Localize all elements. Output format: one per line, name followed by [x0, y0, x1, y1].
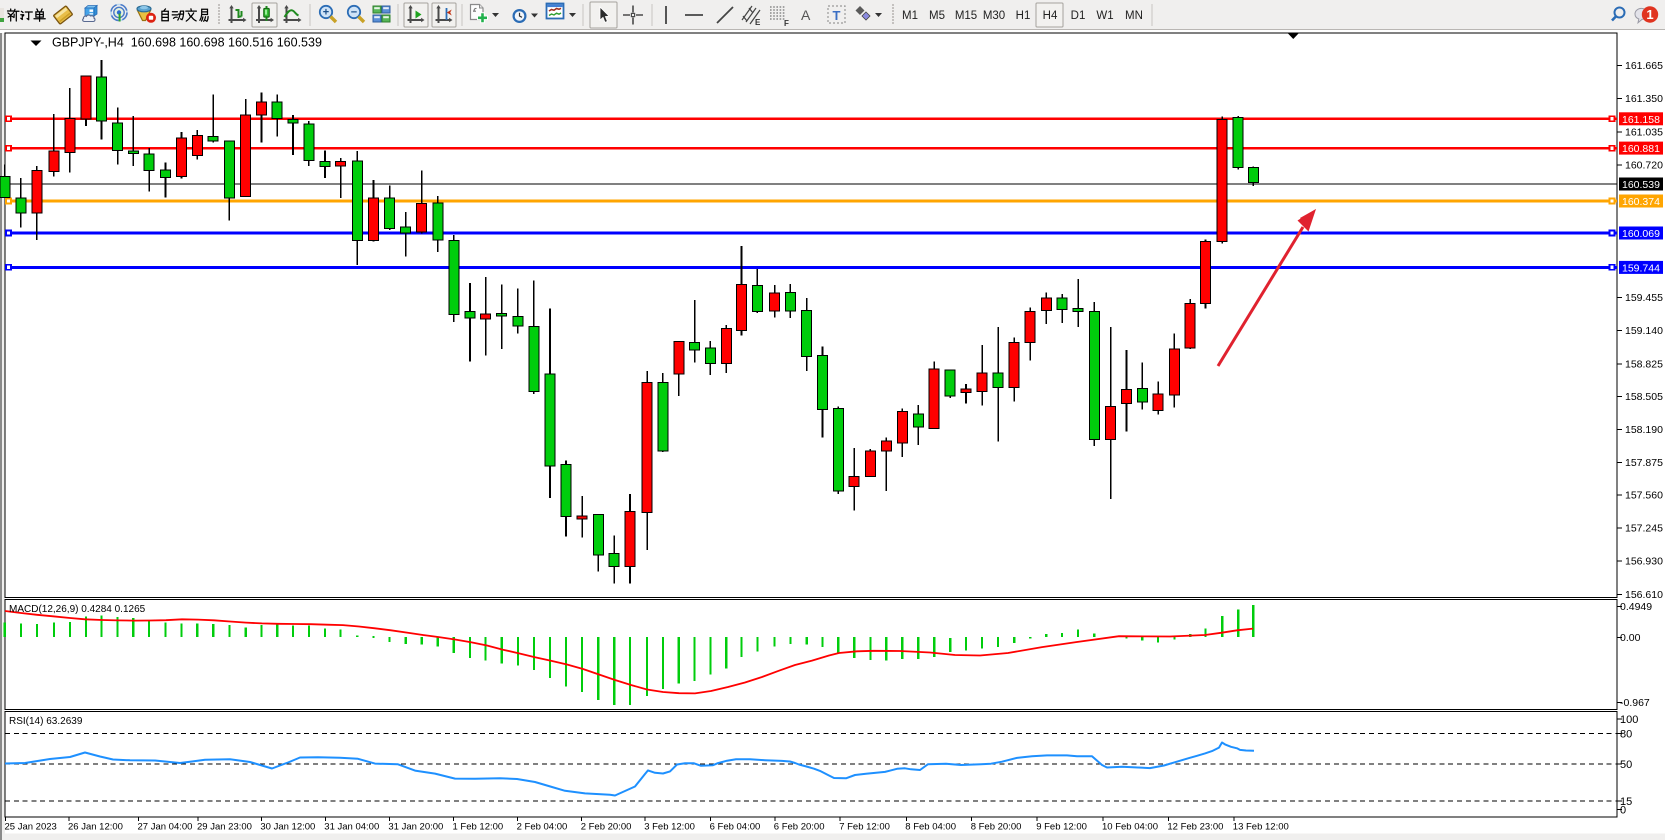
svg-text:156.930: 156.930: [1625, 556, 1663, 568]
svg-text:156.610: 156.610: [1625, 589, 1663, 601]
svg-text:29 Jan 23:00: 29 Jan 23:00: [197, 822, 252, 833]
svg-text:160.069: 160.069: [1622, 228, 1660, 240]
svg-text:W1: W1: [1096, 10, 1113, 22]
svg-text:26 Jan 12:00: 26 Jan 12:00: [68, 822, 123, 833]
svg-text:160.374: 160.374: [1622, 196, 1660, 208]
svg-text:0.00: 0.00: [1620, 632, 1641, 644]
svg-text:31 Jan 20:00: 31 Jan 20:00: [388, 822, 443, 833]
svg-text:+: +: [323, 7, 329, 19]
svg-text:25 Jan 2023: 25 Jan 2023: [5, 822, 57, 833]
svg-text:160.881: 160.881: [1622, 143, 1660, 155]
svg-text:13 Feb 12:00: 13 Feb 12:00: [1233, 822, 1289, 833]
svg-text:M1: M1: [902, 10, 918, 22]
svg-text:H4: H4: [1043, 10, 1058, 22]
svg-text:M5: M5: [929, 10, 945, 22]
svg-text:161.665: 161.665: [1625, 60, 1663, 72]
svg-text:157.875: 157.875: [1625, 457, 1663, 469]
svg-text:RSI(14) 63.2639: RSI(14) 63.2639: [9, 716, 83, 727]
svg-text:1: 1: [1646, 7, 1653, 22]
svg-text:27 Jan 04:00: 27 Jan 04:00: [138, 822, 193, 833]
svg-text:15: 15: [1620, 796, 1632, 808]
svg-text:1 Feb 12:00: 1 Feb 12:00: [453, 822, 504, 833]
svg-text:7 Feb 12:00: 7 Feb 12:00: [839, 822, 890, 833]
svg-text:158.505: 158.505: [1625, 391, 1663, 403]
svg-text:−: −: [351, 7, 357, 19]
svg-text:F: F: [784, 19, 789, 28]
svg-text:2 Feb 20:00: 2 Feb 20:00: [581, 822, 632, 833]
svg-text:157.245: 157.245: [1625, 523, 1663, 535]
svg-text:159.455: 159.455: [1625, 292, 1663, 304]
svg-text:31 Jan 04:00: 31 Jan 04:00: [324, 822, 379, 833]
svg-text:160.720: 160.720: [1625, 159, 1663, 171]
svg-text:6 Feb 04:00: 6 Feb 04:00: [710, 822, 761, 833]
svg-text:158.825: 158.825: [1625, 358, 1663, 370]
svg-text:80: 80: [1620, 729, 1632, 741]
svg-text:E: E: [755, 18, 761, 27]
svg-text:MACD(12,26,9) 0.4284 0.1265: MACD(12,26,9) 0.4284 0.1265: [9, 604, 146, 615]
svg-text:M30: M30: [983, 10, 1005, 22]
svg-text:H1: H1: [1016, 10, 1031, 22]
svg-text:10 Feb 04:00: 10 Feb 04:00: [1102, 822, 1158, 833]
svg-text:M15: M15: [955, 10, 977, 22]
svg-text:159.744: 159.744: [1622, 262, 1660, 274]
svg-text:2 Feb 04:00: 2 Feb 04:00: [517, 822, 568, 833]
svg-text:159.140: 159.140: [1625, 325, 1663, 337]
svg-text:0.4949: 0.4949: [1620, 601, 1652, 613]
svg-text:157.560: 157.560: [1625, 490, 1663, 502]
svg-text:0: 0: [1620, 805, 1626, 817]
svg-text:MN: MN: [1125, 10, 1143, 22]
svg-text:160.539: 160.539: [1622, 179, 1660, 191]
svg-text:158.190: 158.190: [1625, 424, 1663, 436]
svg-text:8 Feb 20:00: 8 Feb 20:00: [971, 822, 1022, 833]
svg-text:D1: D1: [1071, 10, 1086, 22]
svg-text:161.350: 161.350: [1625, 93, 1663, 105]
svg-text:161.035: 161.035: [1625, 126, 1663, 138]
svg-text:12 Feb 23:00: 12 Feb 23:00: [1167, 822, 1223, 833]
svg-text:GBPJPY-,H4 160.698 160.698 16: GBPJPY-,H4 160.698 160.698 160.516 160.5…: [52, 36, 322, 50]
svg-text:-0.967: -0.967: [1620, 697, 1650, 709]
svg-text:6 Feb 20:00: 6 Feb 20:00: [774, 822, 825, 833]
svg-text:100: 100: [1620, 714, 1638, 726]
svg-text:161.158: 161.158: [1622, 114, 1660, 126]
svg-text:9 Feb 12:00: 9 Feb 12:00: [1036, 822, 1087, 833]
svg-text:50: 50: [1620, 759, 1632, 771]
svg-text:T: T: [833, 8, 841, 23]
svg-text:30 Jan 12:00: 30 Jan 12:00: [260, 822, 315, 833]
svg-text:3 Feb 12:00: 3 Feb 12:00: [644, 822, 695, 833]
svg-text:A: A: [801, 7, 811, 23]
svg-text:8 Feb 04:00: 8 Feb 04:00: [905, 822, 956, 833]
